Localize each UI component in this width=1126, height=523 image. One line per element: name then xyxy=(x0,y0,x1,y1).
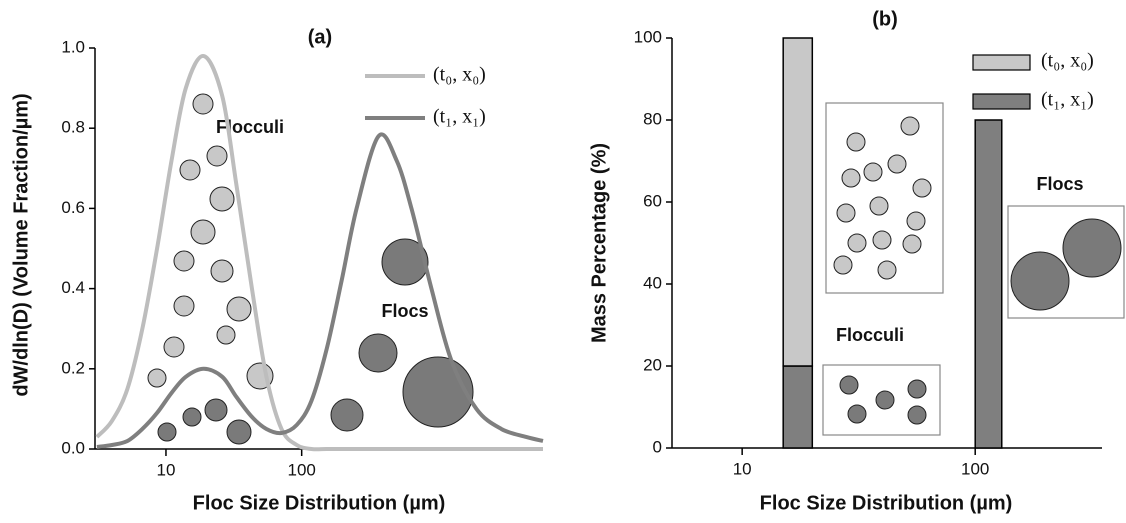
flocculi-particle xyxy=(206,145,228,167)
x-tick-label: 100 xyxy=(961,459,989,478)
flocculi-particle xyxy=(226,419,252,445)
flocculi-particle xyxy=(163,336,185,358)
y-tick-label: 0.4 xyxy=(61,278,85,297)
y-tick-label: 40 xyxy=(643,273,662,292)
flocculi-particle xyxy=(847,404,867,424)
bar-segment xyxy=(782,37,814,367)
floc-particle xyxy=(1062,218,1122,278)
flocculi-particle xyxy=(182,407,202,427)
flocculi-particle xyxy=(907,379,927,399)
y-tick-label: 0 xyxy=(653,437,662,456)
annotation: Flocs xyxy=(381,301,428,321)
x-tick-label: 10 xyxy=(733,459,752,478)
legend-label: (t₀, x₀) xyxy=(1041,50,1094,72)
flocculi-particle xyxy=(192,93,214,115)
y-tick-label: 0.8 xyxy=(61,118,85,137)
floc-box xyxy=(1007,205,1125,319)
flocculi-particle xyxy=(875,390,895,410)
flocculi-box xyxy=(825,102,944,294)
x-tick-label: 10 xyxy=(157,460,176,479)
flocculi-particle xyxy=(833,255,853,275)
flocculi-box xyxy=(822,364,941,436)
flocculi-particle xyxy=(173,250,195,272)
y-tick-label: 60 xyxy=(643,191,662,210)
flocculi-particle xyxy=(147,368,167,388)
flocculi-particle xyxy=(906,211,926,231)
floc-particle xyxy=(358,333,398,373)
flocculi-particle xyxy=(900,116,920,136)
x-tick-label: 100 xyxy=(287,460,315,479)
decor-a xyxy=(147,93,474,445)
floc-particle xyxy=(1010,251,1070,311)
legend-label: (t₁, x₁) xyxy=(1041,89,1094,111)
annotation: Flocculi xyxy=(836,325,904,345)
panel-title: (a) xyxy=(308,26,332,48)
decor-b xyxy=(822,102,1125,436)
flocculi-particle xyxy=(157,422,177,442)
y-axis-label: Mass Percentage (%) xyxy=(588,143,610,343)
flocculi-particle xyxy=(173,295,195,317)
flocculi-particle xyxy=(839,375,859,395)
flocculi-particle xyxy=(179,159,201,181)
x-axis-label: Floc Size Distribution (µm) xyxy=(760,492,1013,514)
bar-segment xyxy=(782,365,814,449)
panel-title: (b) xyxy=(872,8,898,30)
legend-swatch xyxy=(972,54,1031,71)
series-line xyxy=(95,54,543,452)
floc-particle xyxy=(381,238,429,286)
flocculi-particle xyxy=(846,132,866,152)
series-line xyxy=(96,132,544,449)
y-tick-label: 80 xyxy=(643,109,662,128)
legend-label: (t₀, x₀) xyxy=(433,64,486,86)
y-tick-label: 0.6 xyxy=(61,198,85,217)
y-tick-label: 0.2 xyxy=(61,358,85,377)
flocculi-particle xyxy=(902,234,922,254)
y-tick-label: 100 xyxy=(634,27,662,46)
flocculi-particle xyxy=(209,186,235,212)
flocculi-particle xyxy=(877,260,897,280)
flocculi-particle xyxy=(907,405,927,425)
floc-particle xyxy=(402,356,474,428)
bar-segment xyxy=(974,119,1003,449)
flocculi-particle xyxy=(887,154,907,174)
flocculi-particle xyxy=(190,219,216,245)
flocculi-particle xyxy=(836,203,856,223)
flocculi-particle xyxy=(872,230,892,250)
annotation: Flocculi xyxy=(216,117,284,137)
flocculi-particle xyxy=(216,325,236,345)
x-axis-label: Floc Size Distribution (µm) xyxy=(193,492,446,514)
y-tick-label: 0.0 xyxy=(61,438,85,457)
y-tick-label: 20 xyxy=(643,355,662,374)
y-axis-label: dW/dln(D) (Volume Fraction/µm) xyxy=(10,93,32,396)
flocculi-particle xyxy=(869,196,889,216)
flocculi-particle xyxy=(226,296,252,322)
y-tick-label: 1.0 xyxy=(61,37,85,56)
flocculi-particle xyxy=(204,398,228,422)
legend-swatch xyxy=(972,93,1031,110)
annotation: Flocs xyxy=(1036,174,1083,194)
flocculi-particle xyxy=(210,259,234,283)
flocculi-particle xyxy=(847,233,867,253)
flocculi-particle xyxy=(863,162,883,182)
flocculi-particle xyxy=(912,178,932,198)
legend-label: (t₁, x₁) xyxy=(433,106,486,128)
floc-particle xyxy=(330,398,364,432)
flocculi-particle xyxy=(841,168,861,188)
